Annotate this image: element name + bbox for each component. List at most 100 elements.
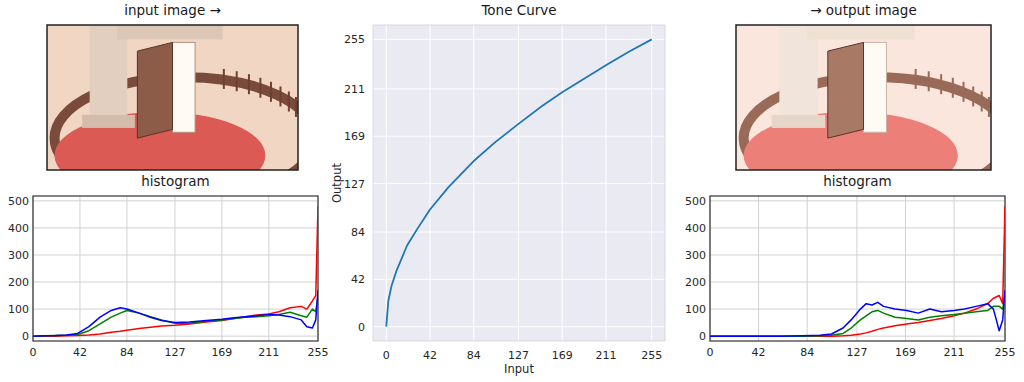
grid-line (373, 183, 665, 184)
x-axis-label: Input (504, 362, 534, 376)
grid-line (710, 282, 1005, 283)
grid-line (373, 232, 665, 233)
x-tick-label: 0 (383, 349, 390, 362)
grid-line (473, 25, 474, 341)
panel: input image → (47, 2, 316, 199)
baluster (259, 78, 261, 98)
x-tick-label: 42 (423, 349, 437, 362)
arch (807, 25, 914, 40)
x-tick-label: 84 (800, 346, 814, 359)
panel-title: input image → (124, 2, 221, 18)
grid-line (710, 200, 1005, 201)
x-tick-label: 255 (995, 346, 1016, 359)
y-tick-label: 400 (8, 222, 29, 235)
y-tick-label: 500 (685, 195, 706, 208)
x-tick-label: 169 (552, 349, 573, 362)
x-tick-label: 169 (211, 346, 232, 359)
series-line (33, 206, 318, 336)
image-content (736, 25, 991, 170)
grid-line (33, 227, 318, 228)
x-tick-label: 127 (164, 346, 185, 359)
grid-line (605, 25, 606, 341)
panel-title: → output image (810, 2, 916, 18)
baluster (248, 74, 250, 94)
data-area (386, 39, 651, 326)
y-tick-label: 100 (8, 303, 29, 316)
baluster (223, 69, 225, 89)
panel: histogram0428412716921125501002003004005… (8, 173, 329, 359)
panel-title: Tone Curve (480, 2, 556, 18)
y-tick-label: 200 (8, 276, 29, 289)
grid-line (758, 196, 759, 341)
door-frame (864, 42, 887, 132)
grid-line (33, 309, 318, 310)
pillar (779, 25, 817, 124)
image-content (47, 25, 298, 170)
baluster (972, 86, 974, 106)
grid-line (33, 254, 318, 255)
grid-line (710, 254, 1005, 255)
plot-frame (710, 196, 1005, 341)
x-tick-label: 84 (120, 346, 134, 359)
pillar-base (82, 115, 135, 128)
x-tick-label: 84 (467, 349, 481, 362)
y-tick-label: 400 (685, 222, 706, 235)
series-line (710, 290, 1005, 336)
baluster (295, 97, 297, 117)
baluster (963, 82, 965, 102)
y-tick-label: 300 (685, 249, 706, 262)
y-axis-label: Output (330, 163, 344, 203)
grid-line (268, 196, 269, 341)
data-area (710, 206, 1005, 336)
door-frame (173, 42, 196, 132)
y-tick-label: 100 (685, 303, 706, 316)
grid-line (373, 88, 665, 89)
grid-line (33, 282, 318, 283)
x-tick-label: 0 (707, 346, 714, 359)
grid-line (126, 196, 127, 341)
series-line (33, 296, 318, 337)
series-line (33, 290, 318, 336)
door (828, 42, 864, 138)
y-tick-label: 84 (351, 226, 365, 239)
baluster (988, 97, 990, 117)
y-tick-label: 127 (344, 178, 365, 191)
x-tick-label: 255 (308, 346, 329, 359)
x-tick-label: 127 (846, 346, 867, 359)
grid-line (33, 200, 318, 201)
y-tick-label: 200 (685, 276, 706, 289)
baluster (270, 82, 272, 102)
series-line (710, 206, 1005, 336)
grid-line (710, 227, 1005, 228)
figure: input image →histogram042841271692112550… (0, 0, 1024, 382)
panel-title: histogram (141, 173, 209, 189)
grid-line (429, 25, 430, 341)
panel: histogram0428412716921125501002003004005… (685, 173, 1016, 359)
grid-line (373, 39, 665, 40)
x-tick-label: 42 (73, 346, 87, 359)
x-tick-label: 169 (895, 346, 916, 359)
panel-title: histogram (823, 173, 891, 189)
grid-line (954, 196, 955, 341)
plot-background (710, 196, 1005, 341)
pillar (90, 25, 128, 124)
baluster (952, 78, 954, 98)
grid-line (518, 25, 519, 341)
image-border (47, 25, 298, 170)
grid-line (373, 136, 665, 137)
plot-background (33, 196, 318, 341)
plot-frame (33, 196, 318, 341)
baluster (928, 71, 930, 91)
y-tick-label: 0 (358, 321, 365, 334)
pillar-base (772, 115, 826, 128)
baluster (288, 91, 290, 111)
baluster (236, 71, 238, 91)
y-tick-label: 42 (351, 273, 365, 286)
baluster (981, 91, 983, 111)
door (137, 42, 172, 138)
baluster (279, 86, 281, 106)
y-tick-label: 500 (8, 195, 29, 208)
grid-line (79, 196, 80, 341)
y-tick-label: 255 (344, 33, 365, 46)
series-line (710, 296, 1005, 337)
